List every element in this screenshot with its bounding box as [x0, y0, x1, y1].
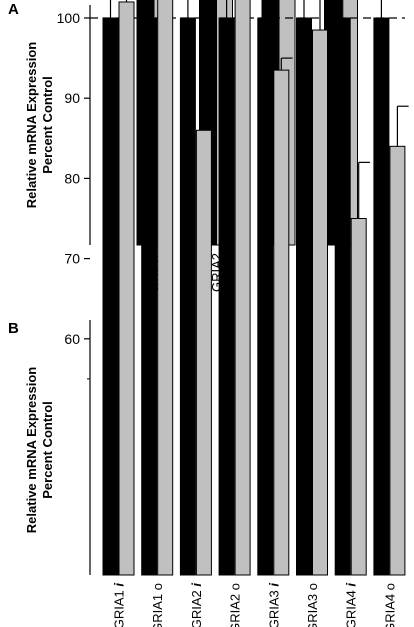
- y-tick-label: 100: [57, 10, 81, 26]
- x-tick-label-gene: GRIA3: [305, 590, 320, 627]
- bar-control: [296, 17, 312, 576]
- y-tick-label: 90: [64, 90, 80, 106]
- x-tick-label: GRIA3 i: [266, 583, 281, 627]
- x-tick-label: GRIA1 o: [150, 583, 165, 627]
- x-tick-label-suffix: o: [228, 583, 243, 590]
- x-tick-label: GRIA1 i: [112, 583, 127, 627]
- x-tick-label-suffix: i: [189, 583, 204, 587]
- x-tick-label-gene: GRIA4: [344, 587, 359, 627]
- y-tick-label: 60: [64, 331, 80, 347]
- x-tick-label-gene: GRIA2: [189, 587, 204, 627]
- x-tick-label-suffix: o: [382, 583, 397, 590]
- x-tick-label-gene: GRIA3: [266, 587, 281, 627]
- y-axis-label: Percent Control: [40, 401, 55, 499]
- bar-control: [257, 17, 274, 576]
- x-tick-label-gene: GRIA2: [228, 590, 243, 627]
- y-axis-label: Relative mRNA Expression: [24, 367, 39, 533]
- x-tick-label-suffix: o: [305, 583, 320, 590]
- bar-treatment: [118, 1, 135, 576]
- x-tick-label: GRIA2 i: [189, 583, 204, 627]
- bar-treatment: [350, 218, 367, 576]
- bar-treatment: [157, 0, 174, 576]
- x-tick-label-suffix: i: [112, 583, 127, 587]
- bar-control: [218, 17, 235, 576]
- x-tick-label: GRIA4 o: [382, 583, 397, 627]
- x-tick-label-suffix: i: [266, 583, 281, 587]
- panel-label: B: [8, 320, 19, 337]
- bar-control: [179, 17, 196, 576]
- x-tick-label-gene: GRIA1: [112, 587, 127, 627]
- bar-treatment: [389, 145, 406, 576]
- x-tick-label: GRIA3 o: [305, 583, 320, 627]
- bar-treatment: [312, 29, 328, 576]
- x-tick-label: GRIA4 i: [344, 583, 359, 627]
- bar-control: [334, 17, 351, 576]
- bar-control: [102, 17, 119, 576]
- y-axis-label: Percent Control: [40, 76, 55, 174]
- x-tick-label: GRIA2 o: [228, 583, 243, 627]
- panel-label: A: [8, 1, 19, 18]
- bar-control: [141, 17, 158, 576]
- y-tick-label: 70: [64, 251, 80, 267]
- x-tick-label-gene: GRIA1: [150, 590, 165, 627]
- bar-treatment: [273, 69, 290, 576]
- bar-treatment: [195, 129, 212, 576]
- bar-control: [373, 17, 390, 576]
- y-tick-label: 80: [64, 170, 80, 186]
- y-axis-label: Relative mRNA Expression: [24, 42, 39, 208]
- x-tick-label-suffix: i: [344, 583, 359, 587]
- bar-treatment: [234, 0, 251, 576]
- x-tick-label-gene: GRIA4: [382, 590, 397, 627]
- x-tick-label-suffix: o: [150, 583, 165, 590]
